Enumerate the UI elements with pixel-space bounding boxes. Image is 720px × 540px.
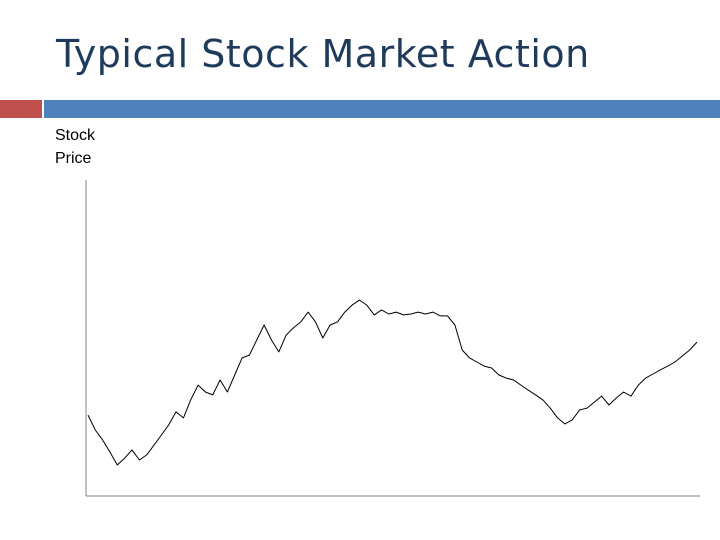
- accent-block: [0, 100, 42, 118]
- slide-title: Typical Stock Market Action: [56, 32, 590, 76]
- y-axis-label: Stock Price: [55, 127, 96, 167]
- price-line: [87, 299, 698, 466]
- header-bar: [44, 100, 720, 118]
